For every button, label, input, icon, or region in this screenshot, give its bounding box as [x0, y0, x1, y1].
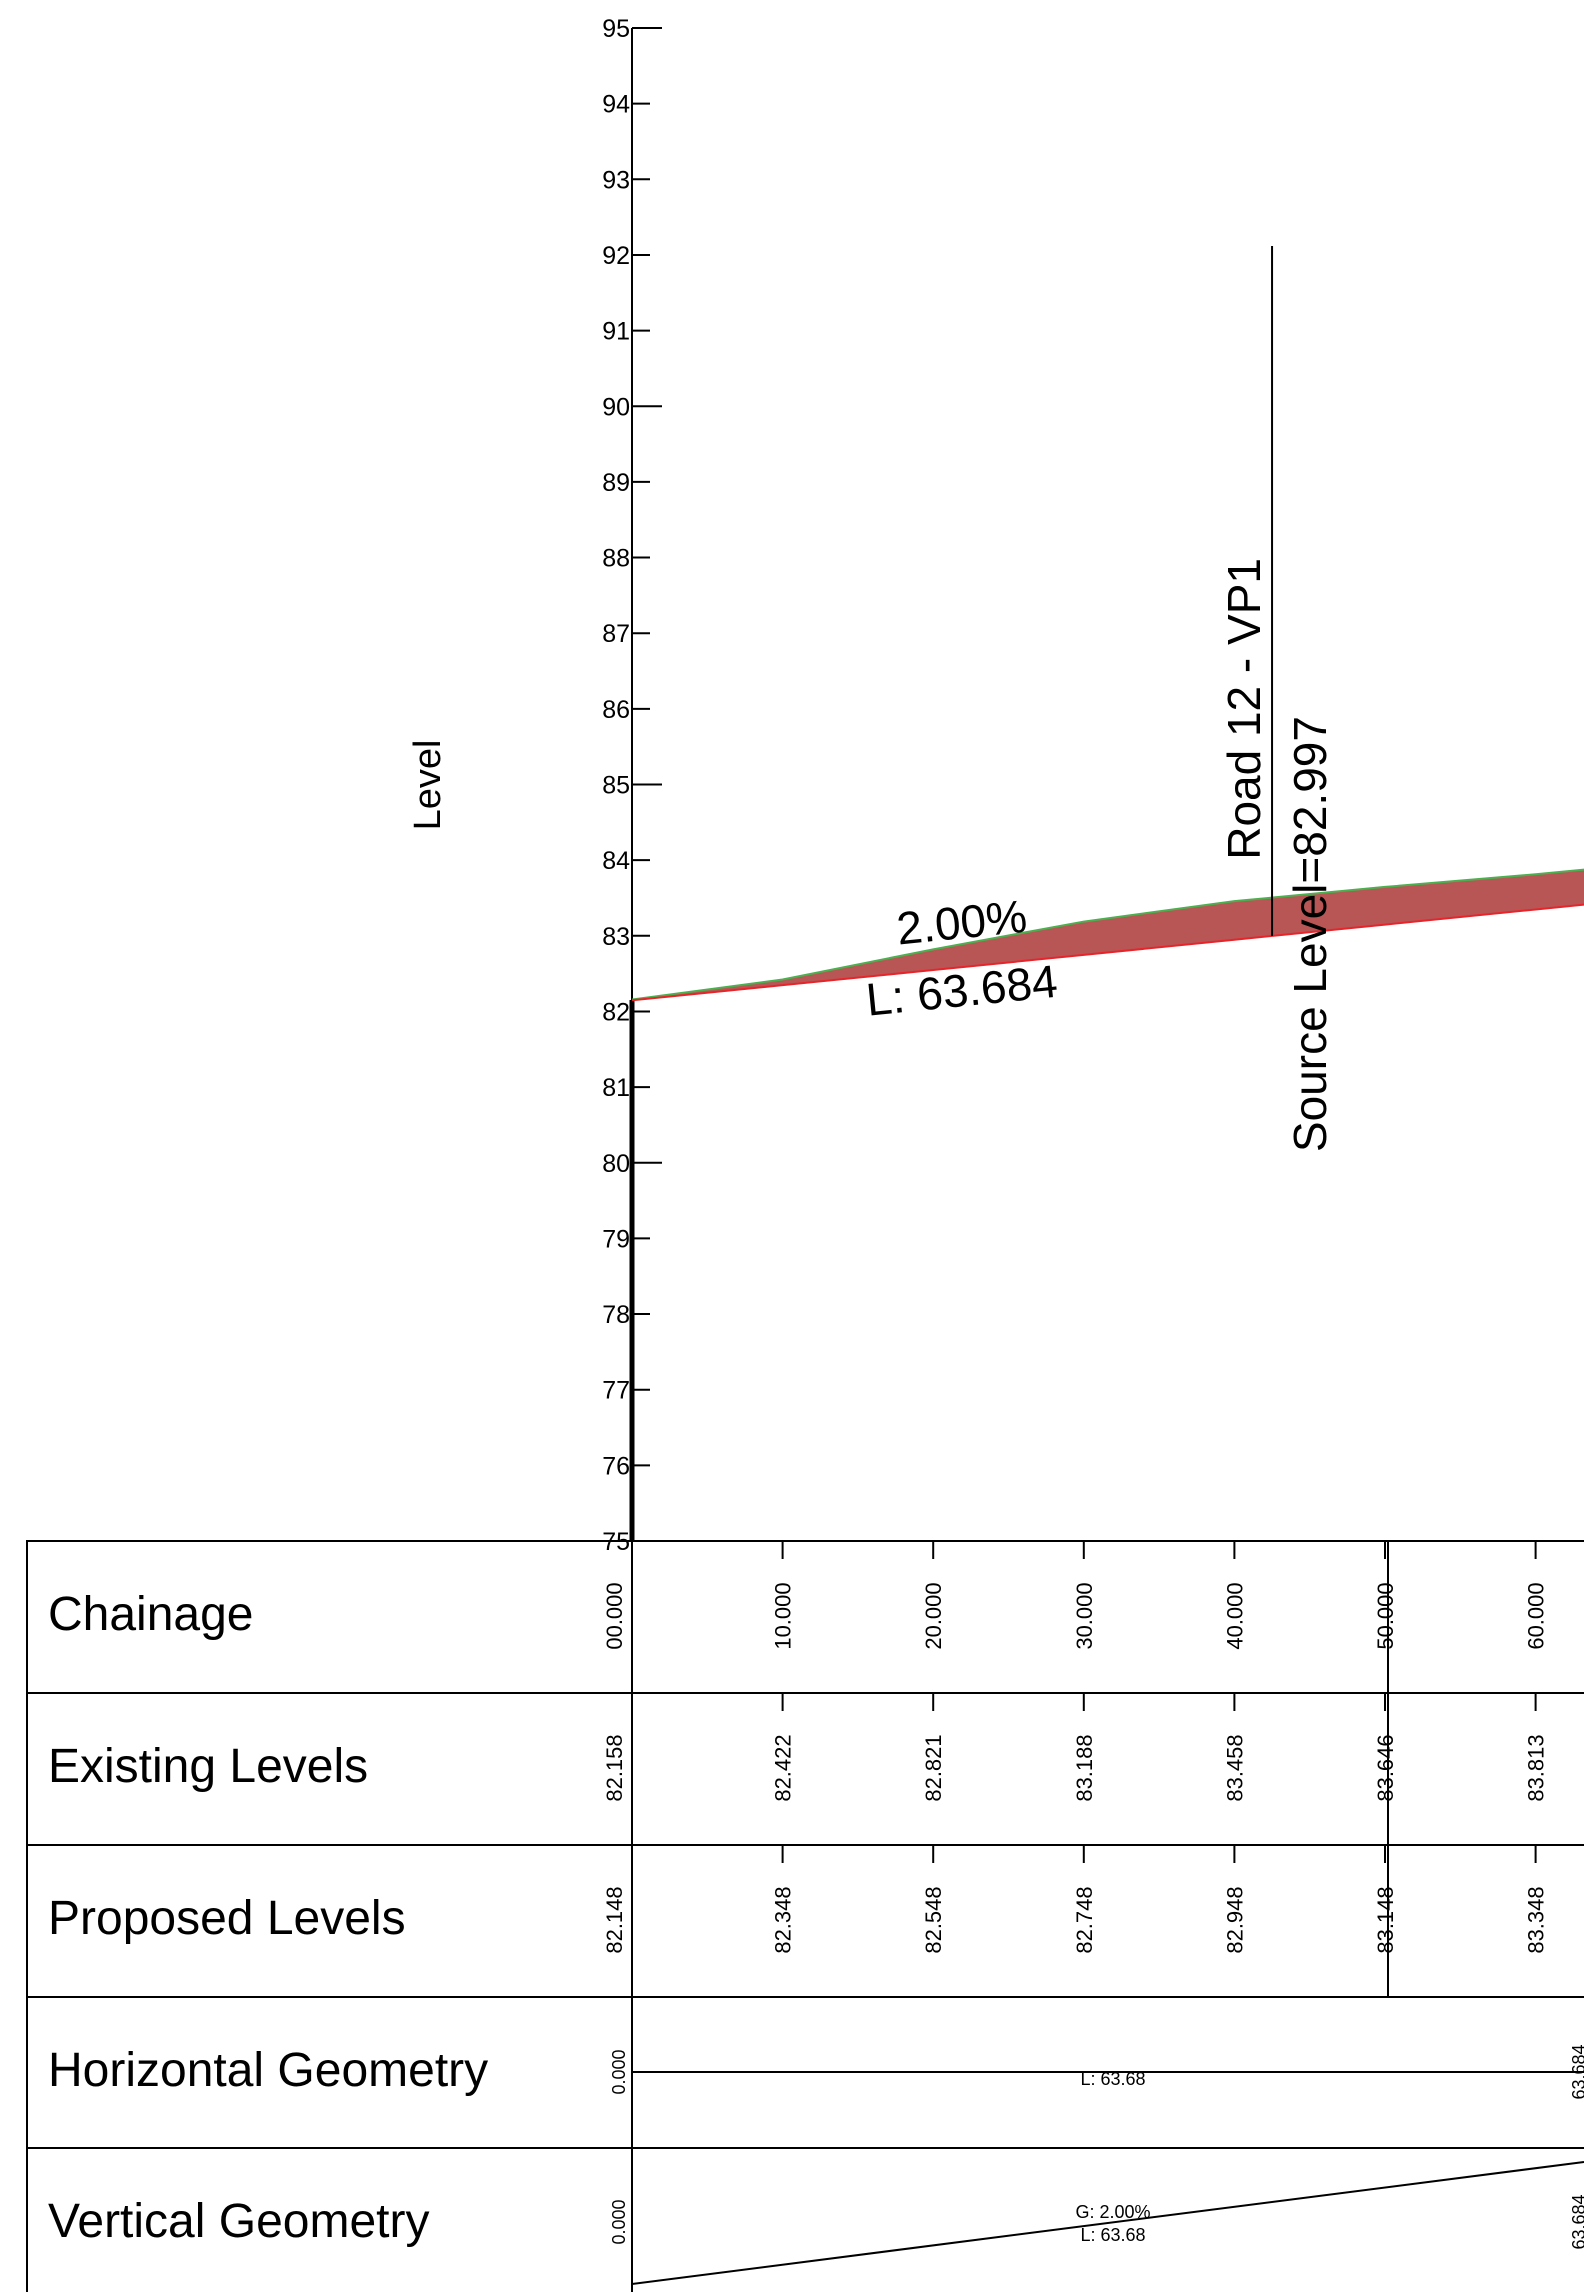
table-value-cells: 00.000 10.000 20.000 30.000 40.000 50.000 60.0…	[602, 1541, 1549, 1954]
level-tick-label: 90	[602, 393, 630, 421]
profile-plot: Road 12 - VP1 Source Level=82.997 2.00% …	[631, 246, 1584, 1152]
vertical-geometry-end: 63.684	[1569, 2194, 1584, 2249]
vertical-geometry-grade: G: 2.00%	[1075, 2202, 1150, 2222]
table-cell: 83.458	[1222, 1734, 1247, 1801]
cut-fill-area	[632, 869, 1584, 1001]
table-cell: 83.813	[1524, 1734, 1549, 1801]
row-title-vertical-geometry: Vertical Geometry	[48, 2195, 429, 2248]
table-cell: 82.821	[921, 1734, 946, 1801]
horizontal-geometry-start: 0.000	[609, 2049, 629, 2094]
level-tick-label: 92	[602, 242, 630, 270]
table-cell: 83.646	[1373, 1734, 1398, 1801]
level-tick-label: 91	[602, 318, 630, 346]
existing-ground-line	[631, 868, 1584, 1001]
horizontal-geometry-end: 63.684	[1569, 2044, 1584, 2099]
row-title-proposed-levels: Proposed Levels	[48, 1892, 406, 1945]
table-cell: 82.748	[1072, 1886, 1097, 1953]
vertical-geometry-line	[631, 2161, 1584, 2285]
data-table: Chainage Existing Levels Proposed Levels…	[26, 1540, 1584, 2292]
level-tick-label: 76	[602, 1452, 630, 1480]
horizontal-geometry-length: L: 63.68	[1080, 2069, 1145, 2089]
vertical-point-source-level: Source Level=82.997	[1284, 716, 1336, 1152]
level-tick-label: 93	[602, 166, 630, 194]
table-cell: 83.148	[1373, 1886, 1398, 1953]
row-title-horizontal-geometry: Horizontal Geometry	[48, 2044, 488, 2097]
table-cell: 50.000	[1373, 1582, 1398, 1649]
level-tick-label: 87	[602, 620, 630, 648]
grade-label: 2.00%	[894, 890, 1029, 955]
table-cell: 82.348	[771, 1886, 796, 1953]
level-tick-label: 78	[602, 1301, 630, 1329]
level-tick-label: 77	[602, 1377, 630, 1405]
vertical-point-name: Road 12 - VP1	[1218, 558, 1270, 860]
level-tick-label: 79	[602, 1225, 630, 1253]
table-cell: 82.158	[602, 1734, 627, 1801]
table-cell: 82.548	[921, 1886, 946, 1953]
level-tick-label: 82	[602, 998, 630, 1026]
level-axis-label: Level	[407, 740, 449, 831]
level-tick-label: 95	[602, 15, 630, 43]
level-tick-label: 83	[602, 923, 630, 951]
level-tick-label: 88	[602, 545, 630, 573]
table-border	[26, 1540, 1584, 2292]
table-cell: 82.422	[771, 1734, 796, 1801]
table-cell: 30.000	[1072, 1582, 1097, 1649]
level-tick-label: 80	[602, 1150, 630, 1178]
table-cell: 10.000	[771, 1582, 796, 1649]
level-axis: 95 94 93 92 91 90 89 88 87 86 85 84 83 82 81 80 79 78 77 76…	[407, 15, 662, 1556]
table-cell: 83.348	[1524, 1886, 1549, 1953]
row-title-existing-levels: Existing Levels	[48, 1740, 368, 1793]
level-tick-label: 81	[602, 1074, 630, 1102]
table-cell: 00.000	[602, 1582, 627, 1649]
table-cell: 83.188	[1072, 1734, 1097, 1801]
level-tick-label: 85	[602, 772, 630, 800]
level-tick-label: 84	[602, 847, 630, 875]
level-tick-label: 86	[602, 696, 630, 724]
row-title-chainage: Chainage	[48, 1588, 254, 1641]
table-cell: 82.148	[602, 1886, 627, 1953]
level-tick-label: 89	[602, 469, 630, 497]
table-cell: 40.000	[1222, 1582, 1247, 1649]
vertical-geometry-length: L: 63.68	[1080, 2225, 1145, 2245]
proposed-grade-line	[631, 903, 1584, 1002]
level-tick-label: 94	[602, 91, 630, 119]
table-cell: 82.948	[1222, 1886, 1247, 1953]
table-cell: 60.000	[1524, 1582, 1549, 1649]
table-cell: 20.000	[921, 1582, 946, 1649]
vertical-geometry-start: 0.000	[609, 2199, 629, 2244]
